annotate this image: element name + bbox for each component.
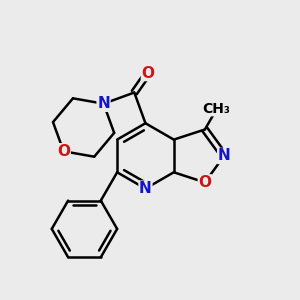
Text: O: O: [198, 175, 212, 190]
Text: CH₃: CH₃: [202, 102, 230, 116]
Text: N: N: [218, 148, 230, 164]
Text: N: N: [97, 96, 110, 111]
Text: O: O: [57, 144, 70, 159]
Text: N: N: [139, 181, 152, 196]
Text: O: O: [141, 65, 154, 80]
